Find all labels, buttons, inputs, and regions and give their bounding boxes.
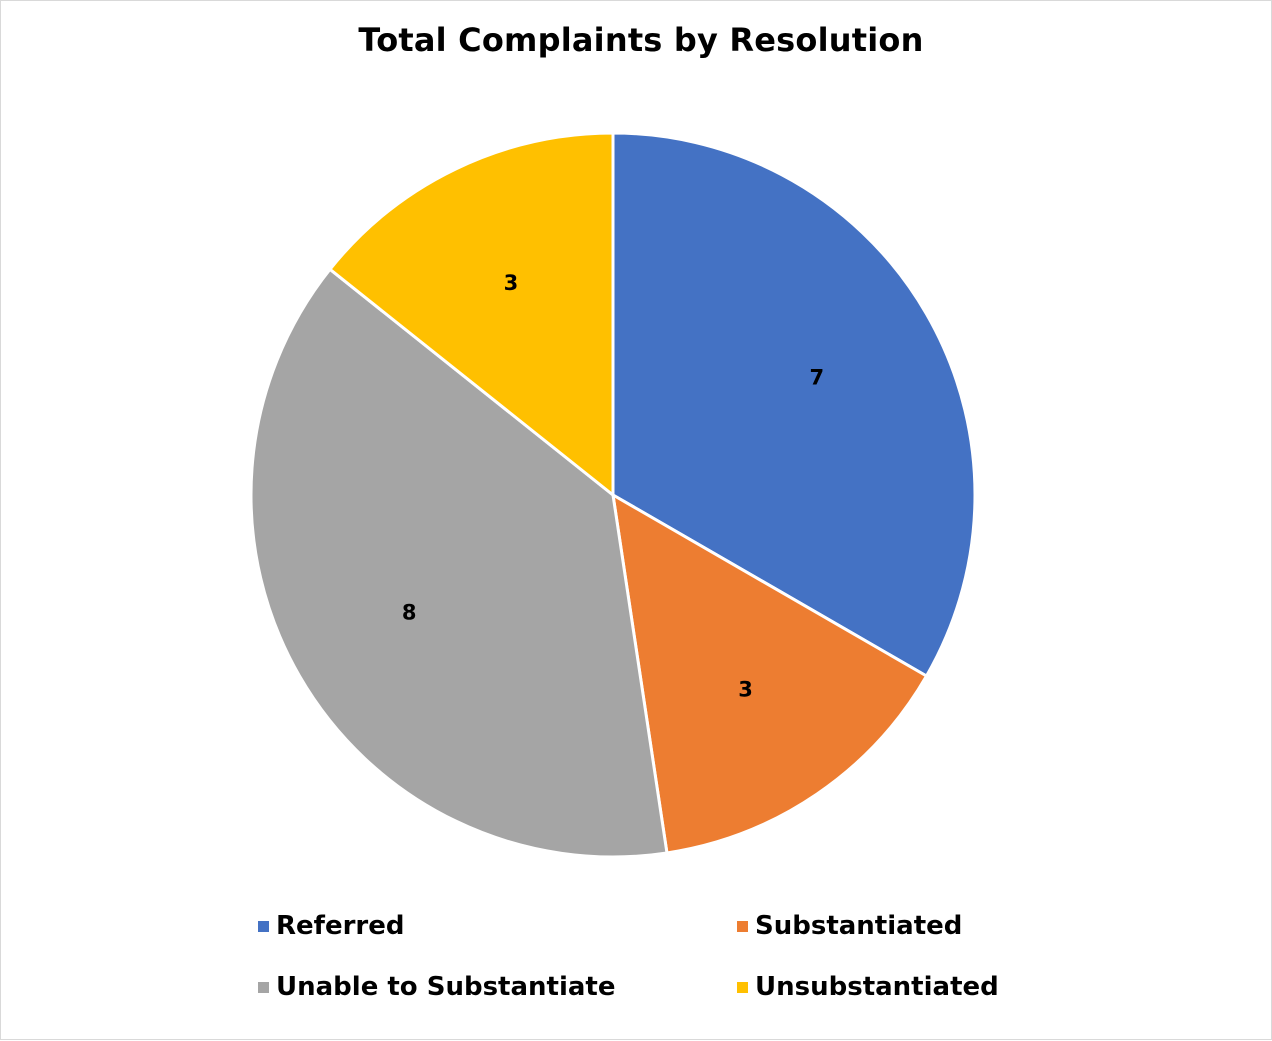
data-label-unable-to-substantiate: 8 bbox=[402, 601, 417, 625]
pie-slice-referred bbox=[611, 131, 977, 678]
pie-slice-substantiated bbox=[611, 493, 929, 855]
data-label-unsubstantiated: 3 bbox=[504, 271, 519, 295]
data-label-referred: 7 bbox=[809, 365, 824, 389]
pie-slice-unable-to-substantiate bbox=[249, 267, 669, 859]
pie-slice-unsubstantiated bbox=[328, 131, 615, 497]
data-label-substantiated: 3 bbox=[738, 677, 753, 701]
chart-title: Total Complaints by Resolution bbox=[358, 21, 924, 59]
